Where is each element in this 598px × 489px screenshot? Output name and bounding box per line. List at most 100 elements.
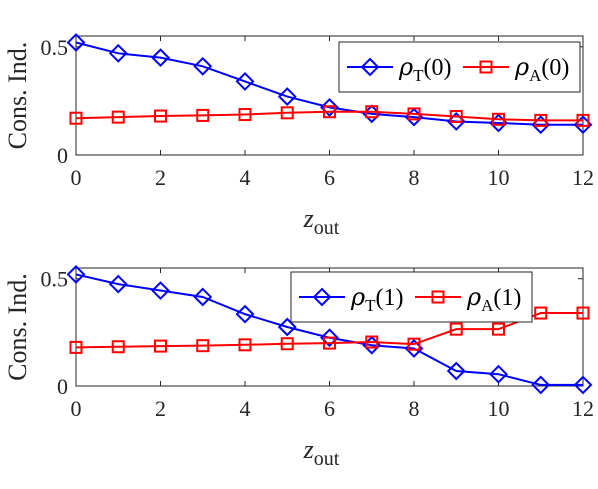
panel2-legend-entry-rho-a: ρA(1) bbox=[415, 283, 521, 315]
panel2-legend-entry-rho-a-label: ρA(1) bbox=[466, 283, 521, 315]
panel1-xtick-label: 12 bbox=[572, 165, 594, 190]
panel2-xtick-label: 6 bbox=[324, 396, 335, 421]
panel1-legend-entry-rho-t-label: ρT(0) bbox=[398, 53, 451, 85]
panel2-series-rho-a-point bbox=[196, 339, 210, 353]
panel1-legend-entry-rho-a-marker bbox=[479, 60, 493, 74]
panel1-series-rho-a-point bbox=[111, 110, 125, 124]
panel2-series-rho-a-point bbox=[407, 337, 421, 351]
panel2-legend-entry-rho-a-sub: A bbox=[481, 296, 494, 315]
panel1-series-rho-a-line bbox=[75, 110, 583, 122]
panel2-series-rho-a-point bbox=[492, 322, 505, 336]
panel2-legend-entry-rho-a-symbol: ρ bbox=[466, 283, 481, 311]
panel2-ylabel: Cons. Ind. bbox=[3, 273, 32, 381]
panel1-legend-entry-rho-t-symbol: ρ bbox=[398, 53, 413, 81]
panel1-series-rho-a-point bbox=[534, 113, 548, 127]
panel1-xtick-label: 2 bbox=[155, 165, 166, 190]
panel1-ytick-label: 0.5 bbox=[41, 35, 69, 60]
panel2-series-rho-t-point bbox=[108, 274, 128, 294]
panel1-series-rho-t-point bbox=[66, 33, 86, 52]
panel2-legend: ρT(1) ρA(1) bbox=[290, 271, 533, 323]
panel1-xlabel: zout bbox=[303, 204, 340, 239]
panel1-series-rho-a-point bbox=[407, 107, 421, 121]
panel1-series-rho-a-point bbox=[576, 113, 590, 127]
panel2-series-rho-t-point bbox=[235, 304, 255, 324]
panel1-series-rho-a-point bbox=[69, 111, 83, 125]
panel2-legend-entry-rho-a-marker bbox=[431, 290, 445, 304]
panel1-series-rho-a-point bbox=[365, 105, 379, 119]
panel1-xtick-label: 6 bbox=[324, 165, 335, 190]
panel2-legend-entry-rho-t-marker bbox=[312, 287, 332, 307]
panel1-series-rho-t-point bbox=[193, 56, 213, 76]
panel2-series-rho-t-point bbox=[489, 364, 508, 384]
panel2-series-rho-a-point bbox=[534, 306, 548, 320]
panel1-legend-entry-rho-a-symbol: ρ bbox=[514, 53, 529, 81]
panel1-series-rho-t-point bbox=[235, 72, 255, 91]
panel2-legend-entry-rho-t: ρT(1) bbox=[299, 283, 403, 315]
panel1-series-rho-t-point bbox=[108, 43, 128, 63]
panel2-series-rho-a-point bbox=[69, 340, 83, 354]
panel2-series-rho-t-point bbox=[573, 375, 593, 395]
panel2-series-rho-t-point bbox=[66, 265, 86, 284]
panel1-legend-entry-rho-t-marker bbox=[360, 57, 380, 77]
panel2-series-rho-a-point bbox=[576, 306, 590, 320]
panel1-series-rho-a-point bbox=[323, 105, 336, 119]
panel2-xlabel-main: z bbox=[303, 435, 314, 464]
panel1-xtick-label: 10 bbox=[488, 165, 510, 190]
panel1-legend: ρT(0) ρA(0) bbox=[338, 41, 581, 93]
panel2-series-rho-a-point bbox=[154, 339, 167, 353]
panel1-legend-entry-rho-t-sub: T bbox=[413, 66, 424, 85]
panel1-series-rho-a-point bbox=[154, 109, 167, 123]
panel2-ytick-label: 0 bbox=[57, 374, 68, 399]
panel1-series-rho-a bbox=[69, 105, 590, 127]
panel2-legend-entry-rho-t-label: ρT(1) bbox=[350, 283, 403, 315]
panel1-series-rho-t-point bbox=[320, 97, 339, 117]
panel2-legend-entry-rho-t-symbol: ρ bbox=[350, 283, 365, 311]
panel1-legend-entry-rho-a-label: ρA(0) bbox=[514, 53, 569, 85]
panel2-legend-entry-rho-t-arg: (1) bbox=[376, 285, 404, 311]
panel2-legend-entry-rho-t-sub: T bbox=[365, 296, 376, 315]
panel2-xtick-label: 10 bbox=[488, 396, 510, 421]
panel1-series-rho-a-point bbox=[492, 112, 505, 126]
panel2-series-rho-a-point bbox=[449, 322, 463, 336]
panel2-xtick-label: 0 bbox=[71, 396, 82, 421]
panel2-series-rho-t-point bbox=[531, 375, 551, 395]
panel2-series-rho-t-point bbox=[151, 281, 170, 300]
panel1-legend-entry-rho-t-arg: (0) bbox=[424, 55, 452, 81]
panel2-series-rho-a-point bbox=[365, 335, 379, 349]
panel2-series-rho-a-point bbox=[280, 337, 294, 351]
panel2-legend-entry-rho-a-arg: (1) bbox=[493, 285, 521, 311]
panel2-series-rho-t-point bbox=[446, 361, 466, 381]
panel2-series-rho-a bbox=[69, 306, 590, 354]
panel2-ytick-label: 0.5 bbox=[41, 267, 69, 292]
panel2-series-rho-a-point bbox=[238, 338, 252, 352]
panel2-xlabel-sub: out bbox=[314, 448, 340, 470]
panel2-series-rho-a-point bbox=[323, 336, 336, 350]
panel1-xlabel-main: z bbox=[303, 204, 314, 233]
panel2-series-rho-t-point bbox=[320, 328, 339, 348]
panel1-series-rho-t-point bbox=[277, 87, 297, 106]
panel2-series-rho-a-point bbox=[111, 340, 125, 354]
panel1-xtick-label: 8 bbox=[409, 165, 420, 190]
panel1-series-rho-a-point bbox=[196, 108, 210, 122]
panel2-series-rho-a-line bbox=[75, 312, 583, 349]
panel2-xlabel: zout bbox=[303, 435, 340, 470]
panel1-series-rho-a-point bbox=[449, 109, 463, 123]
panel1-legend-entry-rho-a: ρA(0) bbox=[463, 53, 569, 85]
panel2-xtick-label: 8 bbox=[409, 396, 420, 421]
panel1-series-rho-t-line bbox=[75, 41, 583, 126]
panel1-series-rho-a-point bbox=[280, 106, 294, 120]
panel1-xtick-label: 4 bbox=[240, 165, 251, 190]
panel1-legend-entry-rho-a-sub: A bbox=[529, 66, 542, 85]
panel2-xtick-label: 12 bbox=[572, 396, 594, 421]
panel2-xtick-label: 4 bbox=[240, 396, 251, 421]
panel1-xlabel-sub: out bbox=[314, 217, 340, 239]
panel1-legend-entry-rho-t: ρT(0) bbox=[347, 53, 451, 85]
panel1-ytick-label: 0 bbox=[57, 143, 68, 168]
panel1-series-rho-a-point bbox=[238, 108, 252, 122]
panel2-series-rho-t-point bbox=[193, 287, 213, 307]
panel1-ylabel: Cons. Ind. bbox=[3, 42, 32, 150]
panel2-series-rho-t-point bbox=[277, 317, 297, 337]
